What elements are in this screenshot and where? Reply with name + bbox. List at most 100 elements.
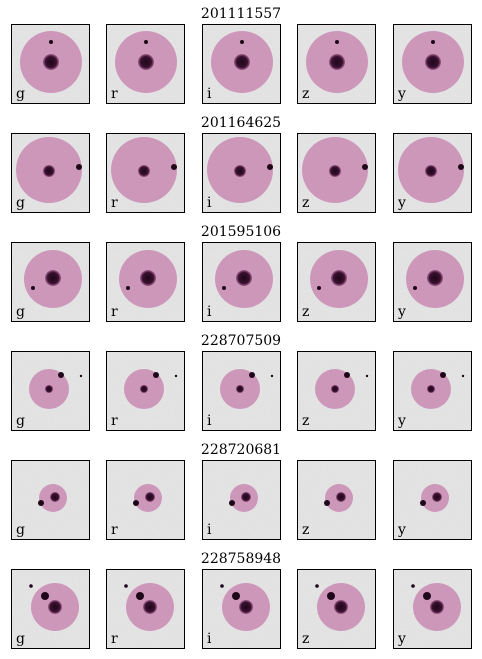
target-star bbox=[45, 270, 61, 286]
panel-border bbox=[202, 569, 281, 649]
panel-border bbox=[106, 351, 185, 431]
image-panel: z bbox=[297, 24, 376, 104]
companion-star bbox=[220, 584, 224, 588]
panel-border bbox=[11, 351, 90, 431]
target-star bbox=[331, 270, 347, 286]
image-panel: z bbox=[297, 351, 376, 431]
image-panel: y bbox=[393, 133, 472, 213]
companion-star bbox=[324, 500, 330, 506]
panel-border bbox=[202, 351, 281, 431]
image-panel: y bbox=[393, 351, 472, 431]
panel-border bbox=[106, 24, 185, 104]
image-panel: g bbox=[11, 133, 90, 213]
companion-star bbox=[411, 584, 415, 588]
target-star bbox=[239, 600, 253, 614]
companion-star bbox=[315, 584, 319, 588]
companion-star bbox=[440, 372, 446, 378]
target-star bbox=[241, 492, 251, 502]
panel-border bbox=[11, 242, 90, 322]
image-panel: g bbox=[11, 569, 90, 649]
companion-star bbox=[420, 500, 426, 506]
band-label: g bbox=[16, 86, 25, 102]
companion-star bbox=[222, 286, 226, 290]
row-title: 228720681 bbox=[201, 442, 281, 458]
image-panel: i bbox=[202, 460, 281, 540]
image-panel: y bbox=[393, 460, 472, 540]
companion-star bbox=[153, 372, 159, 378]
target-star bbox=[427, 270, 443, 286]
row-title: 201164625 bbox=[201, 115, 281, 131]
panel-border bbox=[297, 460, 376, 540]
image-panel: g bbox=[11, 460, 90, 540]
panel-border bbox=[11, 460, 90, 540]
companion-star bbox=[79, 374, 83, 378]
companion-star bbox=[413, 286, 417, 290]
panel-border bbox=[106, 133, 185, 213]
band-label: y bbox=[397, 413, 406, 429]
row-title: 201595106 bbox=[201, 224, 281, 240]
image-panel: g bbox=[11, 351, 90, 431]
companion-star bbox=[461, 374, 465, 378]
panel-border bbox=[106, 569, 185, 649]
companion-star bbox=[38, 500, 44, 506]
companion-star bbox=[229, 500, 235, 506]
image-panel: z bbox=[297, 460, 376, 540]
image-panel: y bbox=[393, 242, 472, 322]
band-label: g bbox=[16, 631, 25, 647]
band-label: y bbox=[397, 195, 406, 211]
image-panel: r bbox=[106, 242, 185, 322]
panel-border bbox=[393, 133, 472, 213]
target-star bbox=[430, 600, 444, 614]
row-title: 228758948 bbox=[201, 551, 281, 567]
panel-border bbox=[297, 569, 376, 649]
target-star bbox=[138, 54, 154, 70]
target-star bbox=[234, 165, 246, 177]
target-star bbox=[425, 165, 437, 177]
target-star bbox=[50, 492, 60, 502]
target-star bbox=[336, 492, 346, 502]
panel-border bbox=[393, 24, 472, 104]
panel-border bbox=[11, 133, 90, 213]
companion-star bbox=[327, 592, 335, 600]
band-label: y bbox=[397, 304, 406, 320]
panel-border bbox=[297, 24, 376, 104]
row-title: 228707509 bbox=[201, 333, 281, 349]
band-label: r bbox=[111, 86, 118, 102]
image-panel: i bbox=[202, 242, 281, 322]
band-label: z bbox=[302, 631, 309, 647]
panel-border bbox=[202, 460, 281, 540]
companion-star bbox=[458, 164, 464, 170]
image-panel: r bbox=[106, 460, 185, 540]
band-label: z bbox=[302, 304, 309, 320]
image-panel: i bbox=[202, 351, 281, 431]
companion-star bbox=[344, 372, 350, 378]
panel-border bbox=[202, 242, 281, 322]
companion-star bbox=[124, 584, 128, 588]
target-star bbox=[138, 165, 150, 177]
panel-border bbox=[106, 242, 185, 322]
panel-border bbox=[202, 133, 281, 213]
band-label: z bbox=[302, 413, 309, 429]
band-label: i bbox=[207, 413, 212, 429]
companion-star bbox=[126, 286, 130, 290]
band-label: r bbox=[111, 413, 118, 429]
target-star bbox=[425, 54, 441, 70]
companion-star bbox=[49, 40, 53, 44]
target-star bbox=[427, 385, 435, 393]
target-star bbox=[334, 600, 348, 614]
target-star bbox=[145, 492, 155, 502]
target-star bbox=[432, 492, 442, 502]
panel-border bbox=[393, 242, 472, 322]
panel-border bbox=[297, 351, 376, 431]
band-label: r bbox=[111, 195, 118, 211]
companion-star bbox=[41, 592, 49, 600]
target-star bbox=[43, 54, 59, 70]
companion-star bbox=[171, 164, 177, 170]
companion-star bbox=[249, 372, 255, 378]
panel-border bbox=[11, 569, 90, 649]
image-panel: i bbox=[202, 133, 281, 213]
target-star bbox=[236, 270, 252, 286]
companion-star bbox=[317, 286, 321, 290]
band-label: r bbox=[111, 304, 118, 320]
